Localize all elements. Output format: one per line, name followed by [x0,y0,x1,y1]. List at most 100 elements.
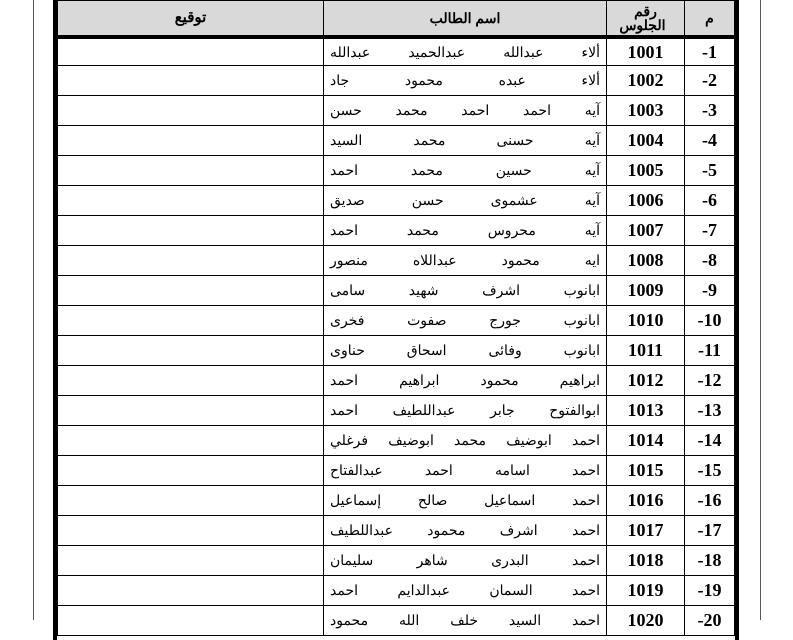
seat-number: 1016 [606,485,685,516]
row-index-text: -7 [702,220,717,240]
seat-number: 1013 [606,395,685,426]
signature-cell[interactable] [57,455,324,486]
row-index: -20 [684,605,735,636]
student-name: ألاء عبده محمود جاد [323,65,607,96]
table-row: -18 1018 احمد البدرى شاهر سليمان [57,545,735,576]
row-index-text: -5 [702,160,717,180]
student-name: آيه احمد احمد محمد حسن [323,95,607,126]
seat-number: 1002 [606,65,685,96]
seat-number: 1001 [606,36,685,66]
seat-number: 1004 [606,125,685,156]
row-index: -17 [684,515,735,546]
signature-cell[interactable] [57,36,324,66]
seat-number: 1012 [606,365,685,396]
seat-number: 1008 [606,245,685,276]
student-name: احمد اشرف محمود عبداللطيف [323,515,607,546]
signature-cell[interactable] [57,395,324,426]
signature-cell[interactable] [57,425,324,456]
table-row: -11 1011 ابانوب وفائى اسحاق حناوى [57,335,735,366]
student-name: احمد البدرى شاهر سليمان [323,545,607,576]
row-index-text: -6 [702,190,717,210]
signature-cell[interactable] [57,335,324,366]
row-index-text: -10 [697,310,722,330]
seat-number: 1003 [606,95,685,126]
row-index: -10 [684,305,735,336]
row-index: -11 [684,335,735,366]
row-index: -8 [684,245,735,276]
seat-number: 1011 [606,335,685,366]
table-row: -20 1020 احمد السيد خلف الله محمود [57,605,735,636]
row-index: -2 [684,65,735,96]
header-row: م رقم الجلوس اسم الطالب توقيع [57,0,735,39]
signature-cell[interactable] [57,365,324,396]
student-name: احمد اسماعيل صالح إسماعيل [323,485,607,516]
row-index: -5 [684,155,735,186]
seat-number: 1020 [606,605,685,636]
student-name: آيه محروس محمد احمد [323,215,607,246]
seat-number: 1009 [606,275,685,306]
row-index-text: -20 [697,610,722,630]
row-index-text: -19 [697,580,722,600]
row-index: -7 [684,215,735,246]
signature-cell[interactable] [57,185,324,216]
student-name: احمد اسامه احمد عبدالفتاح [323,455,607,486]
students-table: م رقم الجلوس اسم الطالب توقيع -1 1001 ألاء… [57,0,735,636]
signature-cell[interactable] [57,125,324,156]
row-index: -16 [684,485,735,516]
row-index: -18 [684,545,735,576]
row-index-text: -3 [702,100,717,120]
signature-cell[interactable] [57,545,324,576]
table-row: -19 1019 احمد السمان عبدالدايم احمد [57,575,735,606]
row-index: -15 [684,455,735,486]
seat-number: 1017 [606,515,685,546]
signature-cell[interactable] [57,215,324,246]
seat-number: 1015 [606,455,685,486]
table-row: -9 1009 ابانوب اشرف شهيد سامى [57,275,735,306]
row-index-text: -9 [702,280,717,300]
header-student-name: اسم الطالب [323,0,607,39]
signature-cell[interactable] [57,95,324,126]
row-index: -12 [684,365,735,396]
table-row: -3 1003 آيه احمد احمد محمد حسن [57,95,735,126]
table-row: -6 1006 آيه عشموى حسن صديق [57,185,735,216]
row-index: -1 [684,36,735,66]
table-row: -1 1001 ألاء عبدالله عبدالحميد عبدالله [57,36,735,66]
signature-cell[interactable] [57,245,324,276]
row-index-text: -16 [697,490,722,510]
signature-cell[interactable] [57,65,324,96]
signature-cell[interactable] [57,485,324,516]
signature-cell[interactable] [57,515,324,546]
row-index-text: -4 [702,130,717,150]
row-index: -13 [684,395,735,426]
student-name: ابوالفتوح جابر عبداللطيف احمد [323,395,607,426]
table-row: -14 1014 احمد ابوضيف محمد ابوضيف فرغلي [57,425,735,456]
page-edge-left [33,0,34,620]
row-index-text: -1 [702,41,717,62]
row-index-text: -12 [697,370,722,390]
student-name: ابراهيم محمود ابراهيم احمد [323,365,607,396]
seat-number: 1006 [606,185,685,216]
header-seat-number: رقم الجلوس [606,0,685,39]
signature-cell[interactable] [57,275,324,306]
seat-number: 1005 [606,155,685,186]
table-row: -15 1015 احمد اسامه احمد عبدالفتاح [57,455,735,486]
row-index-text: -18 [697,550,722,570]
signature-cell[interactable] [57,155,324,186]
table-row: -5 1005 آيه حسين محمد احمد [57,155,735,186]
row-index: -6 [684,185,735,216]
page-edge-right [760,0,761,620]
signature-cell[interactable] [57,305,324,336]
signature-cell[interactable] [57,605,324,636]
table-row: -2 1002 ألاء عبده محمود جاد [57,65,735,96]
row-index-text: -15 [697,460,722,480]
table-row: -8 1008 ايه محمود عبداللاه منصور [57,245,735,276]
student-name: احمد ابوضيف محمد ابوضيف فرغلي [323,425,607,456]
seat-number: 1007 [606,215,685,246]
student-name: ألاء عبدالله عبدالحميد عبدالله [323,36,607,66]
seat-number: 1014 [606,425,685,456]
student-name: احمد السمان عبدالدايم احمد [323,575,607,606]
student-name: احمد السيد خلف الله محمود [323,605,607,636]
students-table-wrapper: م رقم الجلوس اسم الطالب توقيع -1 1001 ألاء… [53,0,739,640]
row-index-text: -11 [697,340,721,360]
signature-cell[interactable] [57,575,324,606]
